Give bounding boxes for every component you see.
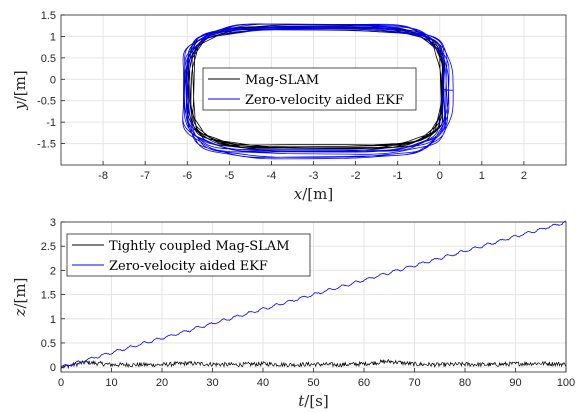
p2-x-tick-label: 20 [156,377,168,389]
p2-x-tick-label: 30 [206,377,218,389]
height-line-ekf [60,220,567,368]
trajectory-legend-box [202,67,417,111]
p1-x-tick-label: -1 [393,170,403,182]
trajectory-legend: Mag-SLAM Zero-velocity aided EKF [202,67,417,111]
trajectory-x-unit: /[m] [302,185,333,203]
height-x-axis-label: t/[s] [298,392,329,410]
p2-x-tick-label: 40 [257,377,269,389]
p2-y-tick-label: 0.5 [41,338,56,350]
height-legend: Tightly coupled Mag-SLAM Zero-velocity a… [66,233,311,277]
p1-y-tick-label: -0.5 [37,96,56,108]
height-y-var: z [11,308,29,317]
height-legend-box [66,233,311,277]
p1-x-tick-label: -6 [182,170,192,182]
p2-y-tick-label: 1.5 [41,290,56,302]
legend-label-mag-slam: Mag-SLAM [245,73,319,88]
p1-x-tick-label: 0 [437,170,443,182]
p2-x-tick-label: 10 [105,377,117,389]
legend-label-tightly-coupled-mag-slam: Tightly coupled Mag-SLAM [109,239,290,254]
p2-y-tick-label: 1 [50,314,56,326]
p2-x-tick-label: 50 [307,377,319,389]
p1-x-tick-label: -2 [351,170,361,182]
legend-label-ekf-height: Zero-velocity aided EKF [109,259,268,274]
p2-x-tick-label: 70 [408,377,420,389]
p1-x-tick-label: 2 [521,170,527,182]
trajectory-plot: -8 -7 -6 -5 -4 -3 -2 -1 0 1 2 -1.5 -1 -0.5 0 0.5 1 1.5 x… [11,10,567,203]
p1-x-tick-label: 1 [479,170,485,182]
p1-y-tick-label: -1 [46,117,56,129]
p2-x-tick-label: 90 [509,377,521,389]
trajectory-series [182,23,454,160]
trajectory-x-ticks: -8 -7 -6 -5 -4 -3 -2 -1 0 1 2 [98,161,527,182]
p2-y-tick-label: 3 [50,217,56,229]
p2-y-tick-label: 2.5 [41,241,56,253]
height-y-ticks: 0 0.5 1 1.5 2 2.5 3 [41,217,65,374]
trajectory-y-ticks: -1.5 -1 -0.5 0 0.5 1 1.5 [37,10,65,151]
height-x-unit: /[s] [304,392,328,410]
p2-x-tick-label: 80 [459,377,471,389]
p1-x-tick-label: -4 [267,170,277,182]
p1-y-tick-label: -1.5 [37,139,56,151]
p2-y-tick-label: 2 [50,265,56,277]
height-y-unit: /[m] [11,278,29,309]
trajectory-y-unit: /[m] [11,70,29,101]
p2-y-tick-label: 0 [50,362,56,374]
p2-x-tick-label: 60 [358,377,370,389]
height-line-tightly-coupled-mag-slam [60,358,567,370]
trajectory-y-var: y [11,101,29,111]
p2-x-tick-label: 100 [557,377,575,389]
trajectory-line-ekf [182,23,454,160]
height-plot: 0 10 20 30 40 50 60 70 80 90 100 00.511.522.53 t/[… [11,217,575,410]
p1-x-tick-label: -8 [98,170,108,182]
trajectory-x-var: x [294,185,303,203]
p2-x-tick-label: 0 [58,377,64,389]
height-series [60,220,567,370]
p1-x-tick-label: -5 [224,170,234,182]
height-y-axis-label: z/[m] [11,278,29,318]
legend-label-ekf: Zero-velocity aided EKF [245,93,404,108]
height-x-ticks: 0 10 20 30 40 50 60 70 80 90 100 [58,368,575,389]
p1-y-tick-label: 0 [50,74,56,86]
p1-y-tick-label: 1 [50,31,56,43]
trajectory-x-axis-label: x/[m] [294,185,333,203]
p1-x-tick-label: -7 [140,170,150,182]
p1-y-tick-label: 1.5 [41,10,56,22]
trajectory-y-axis-label: y/[m] [11,70,29,110]
height-x-var: t [298,392,305,410]
p1-x-tick-label: -3 [309,170,319,182]
p1-y-tick-label: 0.5 [41,53,56,65]
